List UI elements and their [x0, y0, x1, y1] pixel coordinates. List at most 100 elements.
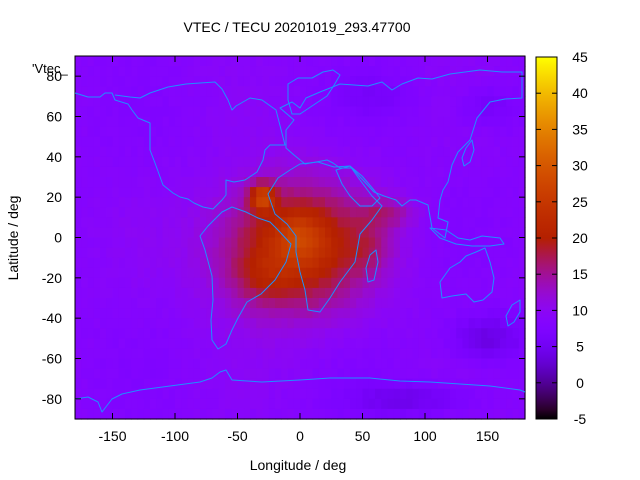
heat-cell: [443, 136, 451, 148]
heat-cell: [262, 378, 270, 390]
heat-cell: [75, 66, 82, 77]
heat-cell: [193, 146, 201, 158]
heat-cell: [93, 298, 101, 309]
heat-cell: [281, 378, 289, 390]
heat-cell: [475, 267, 482, 279]
heat-cell: [81, 217, 89, 229]
heat-cell: [412, 368, 420, 380]
heat-cell: [306, 217, 314, 229]
heat-cell: [400, 348, 407, 360]
heat-cell: [100, 408, 107, 420]
heat-cell: [412, 378, 420, 390]
heat-cell: [412, 86, 420, 97]
heat-cell: [156, 146, 164, 158]
heat-cell: [262, 126, 270, 138]
heat-cell: [362, 156, 370, 168]
heat-cell: [268, 267, 276, 279]
heat-cell: [512, 56, 520, 67]
heat-cell: [218, 237, 226, 249]
heat-cell: [231, 106, 239, 118]
heat-cell: [218, 358, 226, 370]
heat-cell: [381, 56, 389, 67]
heat-cell: [168, 257, 176, 269]
heat-cell: [262, 116, 270, 128]
heat-cell: [75, 136, 82, 148]
heat-cell: [181, 298, 189, 309]
heat-cell: [156, 328, 164, 339]
heat-cell: [418, 106, 426, 118]
heat-cell: [237, 166, 245, 178]
heat-cell: [343, 106, 351, 118]
heat-cell: [187, 267, 195, 279]
heat-cell: [112, 298, 120, 309]
heat-cell: [325, 106, 332, 118]
heat-cell: [168, 368, 176, 380]
heat-cell: [375, 187, 382, 198]
heat-cell: [318, 328, 326, 339]
x-tick-label: 0: [296, 428, 304, 444]
heat-cell: [131, 197, 139, 208]
heat-cell: [175, 257, 182, 269]
heat-cell: [300, 368, 307, 380]
heat-cell: [193, 106, 201, 118]
heat-cell: [425, 348, 432, 360]
heat-cell: [331, 277, 339, 289]
heat-cell: [125, 76, 132, 87]
heat-cell: [456, 177, 464, 188]
heat-cell: [206, 56, 214, 67]
coastline-new-zealand: [505, 299, 521, 327]
heat-cell: [93, 156, 101, 168]
heat-cell: [218, 277, 226, 289]
heat-cell: [418, 338, 426, 350]
heat-cell: [318, 197, 326, 208]
heat-cell: [168, 217, 176, 229]
heat-cell: [406, 338, 414, 350]
heat-cell: [181, 257, 189, 269]
heat-cell: [287, 398, 295, 410]
heat-cell: [181, 318, 189, 329]
heat-cell: [256, 207, 264, 218]
heat-cell: [500, 298, 507, 309]
heat-cell: [125, 318, 132, 329]
heat-cell: [181, 398, 189, 410]
heat-cell: [312, 146, 320, 158]
heat-cell: [100, 368, 107, 380]
heat-cell: [93, 76, 101, 87]
heat-cell: [293, 267, 301, 279]
heat-cell: [306, 408, 314, 420]
heat-cell: [250, 126, 257, 138]
heat-cell: [281, 177, 289, 188]
heat-cell: [156, 378, 164, 390]
heat-cell: [93, 378, 101, 390]
heat-cell: [331, 338, 339, 350]
heat-cell: [500, 358, 507, 370]
heat-cell: [506, 76, 514, 87]
heat-cell: [237, 298, 245, 309]
heat-cell: [418, 187, 426, 198]
heat-cell: [187, 298, 195, 309]
heat-cell: [400, 378, 407, 390]
heat-cell: [375, 257, 382, 269]
heat-cell: [443, 368, 451, 380]
heat-cell: [468, 76, 476, 87]
heat-cell: [437, 207, 445, 218]
heat-cell: [268, 378, 276, 390]
heat-cell: [493, 308, 501, 319]
heat-cell: [300, 378, 307, 390]
heat-cell: [231, 56, 239, 67]
heat-cell: [368, 86, 376, 97]
heat-cell: [450, 398, 457, 410]
heat-cell: [231, 126, 239, 138]
heat-cell: [325, 207, 332, 218]
heat-cell: [181, 146, 189, 158]
heat-cell: [500, 328, 507, 339]
heat-cell: [287, 126, 295, 138]
heat-cell: [412, 237, 420, 249]
heat-cell: [268, 408, 276, 420]
heat-cell: [131, 207, 139, 218]
heat-cell: [393, 267, 401, 279]
heat-cell: [406, 106, 414, 118]
heat-cell: [443, 126, 451, 138]
heat-cell: [237, 277, 245, 289]
heat-cell: [400, 277, 407, 289]
